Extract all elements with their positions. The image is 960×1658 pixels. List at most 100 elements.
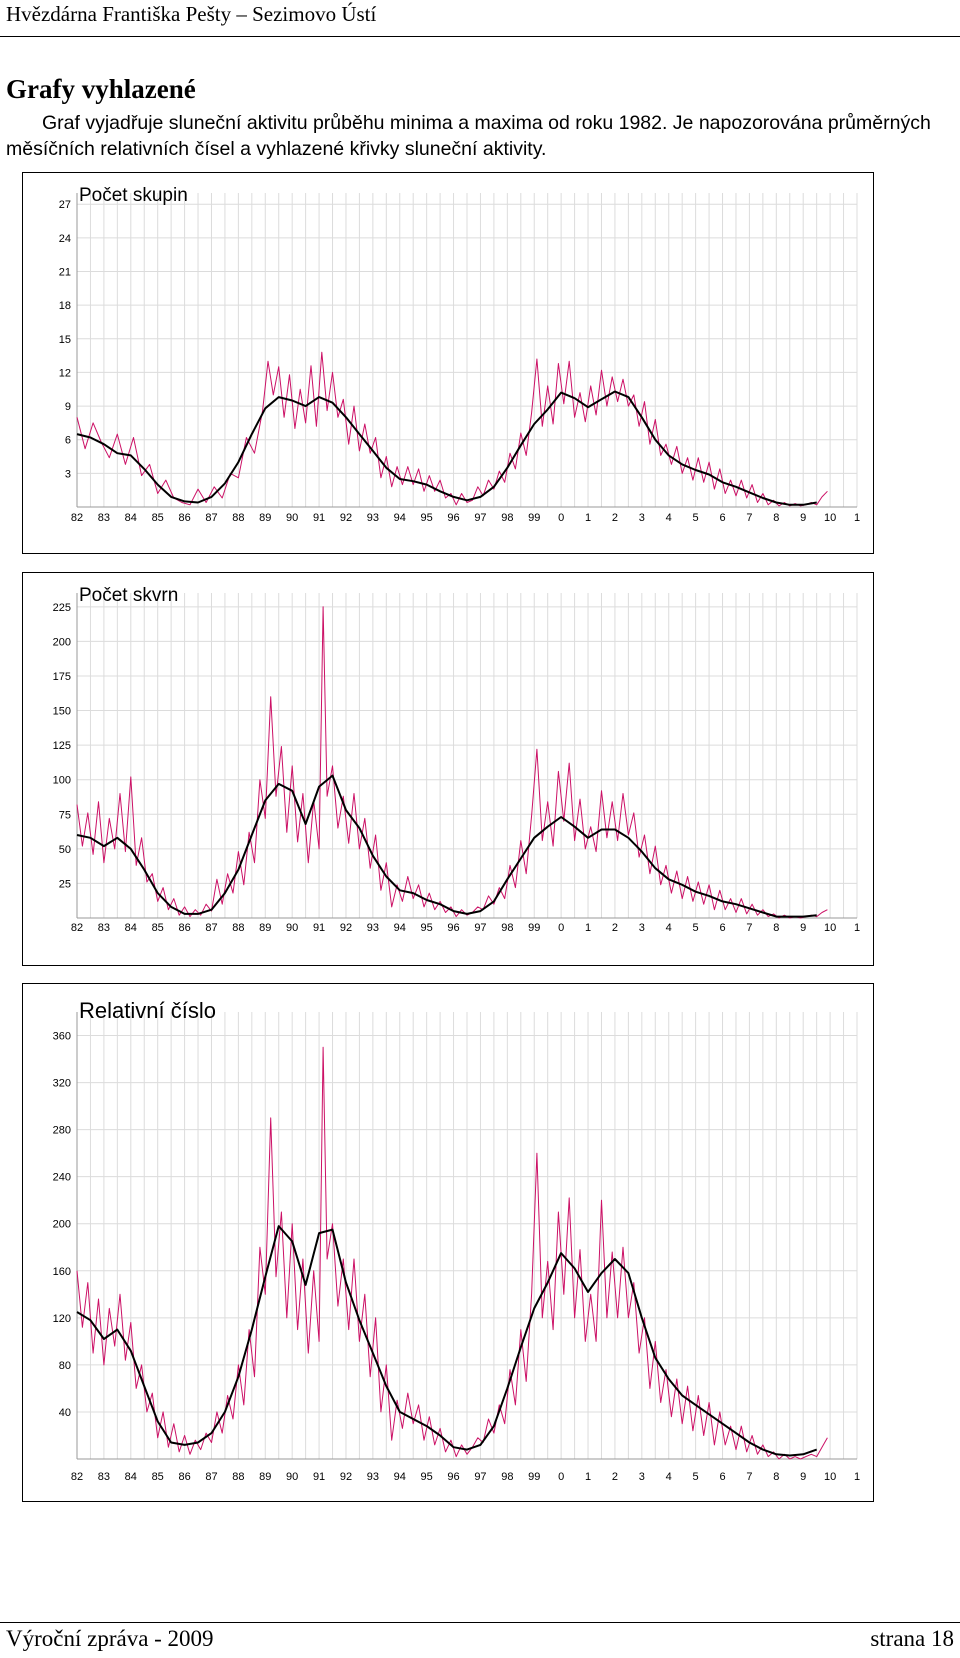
x-tick-label: 97 xyxy=(474,1471,486,1483)
x-tick-label: 93 xyxy=(367,512,379,524)
x-tick-label: 93 xyxy=(367,1471,379,1483)
x-tick-label: 90 xyxy=(286,922,298,934)
y-tick-label: 120 xyxy=(53,1313,71,1325)
x-tick-label: 1 xyxy=(854,512,860,524)
y-tick-label: 9 xyxy=(65,401,71,413)
x-tick-label: 1 xyxy=(585,922,591,934)
series-line-smoothed xyxy=(76,390,817,506)
x-tick-label: 98 xyxy=(501,1471,513,1483)
x-tick-label: 96 xyxy=(447,922,459,934)
series-line-monthly xyxy=(76,606,828,919)
y-tick-label: 225 xyxy=(53,602,71,614)
footer-report-name: Výroční zpráva - 2009 xyxy=(6,1626,214,1651)
x-tick-label: 86 xyxy=(178,512,190,524)
chart-groups-frame: 3 6 9 12 15 18 21 24 27 82 83 84 85 86 87 88 89 90 91 92 93 9… xyxy=(22,172,874,554)
series-line-monthly xyxy=(76,1046,828,1460)
x-tick-label: 90 xyxy=(286,1471,298,1483)
x-tick-label: 6 xyxy=(719,512,725,524)
x-tick-label: 98 xyxy=(501,922,513,934)
x-tick-label: 4 xyxy=(666,922,672,934)
x-tick-label: 1 xyxy=(854,922,860,934)
chart-title: Relativní číslo xyxy=(79,998,216,1023)
y-tick-label: 100 xyxy=(53,775,71,787)
x-tick-label: 0 xyxy=(558,922,564,934)
x-tick-label: 85 xyxy=(152,512,164,524)
x-tick-label: 88 xyxy=(232,1471,244,1483)
x-tick-label: 84 xyxy=(125,512,137,524)
y-tick-label: 40 xyxy=(59,1407,71,1419)
x-tick-label: 90 xyxy=(286,512,298,524)
x-tick-label: 82 xyxy=(71,512,83,524)
y-tick-label: 3 xyxy=(65,468,71,480)
x-tick-label: 83 xyxy=(98,512,110,524)
y-tick-label: 160 xyxy=(53,1266,71,1278)
x-tick-label: 9 xyxy=(800,922,806,934)
x-tick-label: 95 xyxy=(421,1471,433,1483)
y-tick-label: 27 xyxy=(59,199,71,211)
x-tick-label: 8 xyxy=(773,512,779,524)
x-tick-label: 98 xyxy=(501,512,513,524)
x-tick-label: 3 xyxy=(639,512,645,524)
series-line-smoothed xyxy=(76,1225,818,1457)
chart-relative-frame: 40 80 120 160 200 240 280 320 360 82 83 84 85 86 87 88 8… xyxy=(22,983,874,1502)
x-tick-label: 91 xyxy=(313,922,325,934)
x-tick-label: 87 xyxy=(205,512,217,524)
x-tick-label: 6 xyxy=(719,1471,725,1483)
x-tick-label: 89 xyxy=(259,1471,271,1483)
x-tick-label: 92 xyxy=(340,512,352,524)
x-tick-label: 9 xyxy=(800,1471,806,1483)
x-tick-label: 87 xyxy=(205,922,217,934)
x-tick-label: 83 xyxy=(98,922,110,934)
y-tick-label: 50 xyxy=(59,844,71,856)
x-tick-label: 6 xyxy=(719,922,725,934)
chart-spots-frame: 25 50 75 100 125 150 175 200 225 82 83 84 85 86 87 88 89… xyxy=(22,572,874,966)
x-tick-label: 85 xyxy=(152,922,164,934)
x-tick-label: 91 xyxy=(313,1471,325,1483)
x-tick-label: 97 xyxy=(474,922,486,934)
y-tick-label: 200 xyxy=(53,636,71,648)
x-tick-label: 95 xyxy=(421,512,433,524)
x-tick-label: 84 xyxy=(125,922,137,934)
section-title: Grafy vyhlazené xyxy=(6,74,196,104)
x-tick-label: 0 xyxy=(558,1471,564,1483)
x-tick-label: 10 xyxy=(824,1471,836,1483)
x-tick-label: 86 xyxy=(178,1471,190,1483)
x-tick-label: 97 xyxy=(474,512,486,524)
x-tick-label: 8 xyxy=(773,922,779,934)
section-description: Graf vyjadřuje sluneční aktivitu průběhu… xyxy=(6,112,931,160)
y-tick-label: 240 xyxy=(53,1172,71,1184)
x-tick-label: 8 xyxy=(773,1471,779,1483)
x-tick-label: 4 xyxy=(666,1471,672,1483)
x-tick-label: 86 xyxy=(178,922,190,934)
x-tick-label: 89 xyxy=(259,922,271,934)
y-tick-label: 25 xyxy=(59,878,71,890)
y-tick-label: 80 xyxy=(59,1360,71,1372)
x-tick-label: 85 xyxy=(152,1471,164,1483)
footer-page-number: strana 18 xyxy=(870,1626,954,1651)
x-tick-label: 5 xyxy=(693,1471,699,1483)
x-tick-label: 95 xyxy=(421,922,433,934)
y-tick-label: 200 xyxy=(53,1219,71,1231)
x-tick-label: 89 xyxy=(259,512,271,524)
x-tick-label: 99 xyxy=(528,922,540,934)
x-tick-label: 99 xyxy=(528,512,540,524)
x-tick-label: 87 xyxy=(205,1471,217,1483)
x-tick-label: 93 xyxy=(367,922,379,934)
x-tick-label: 3 xyxy=(639,1471,645,1483)
y-tick-label: 21 xyxy=(59,267,71,279)
x-tick-label: 88 xyxy=(232,512,244,524)
x-tick-label: 10 xyxy=(824,922,836,934)
x-tick-label: 82 xyxy=(71,922,83,934)
x-tick-label: 84 xyxy=(125,1471,137,1483)
x-tick-label: 10 xyxy=(824,512,836,524)
y-tick-label: 280 xyxy=(53,1125,71,1137)
x-tick-label: 82 xyxy=(71,1471,83,1483)
x-tick-label: 1 xyxy=(585,512,591,524)
y-tick-label: 360 xyxy=(53,1031,71,1043)
header-divider xyxy=(0,36,960,37)
x-tick-label: 94 xyxy=(394,512,406,524)
x-tick-label: 9 xyxy=(800,512,806,524)
x-tick-label: 96 xyxy=(447,1471,459,1483)
